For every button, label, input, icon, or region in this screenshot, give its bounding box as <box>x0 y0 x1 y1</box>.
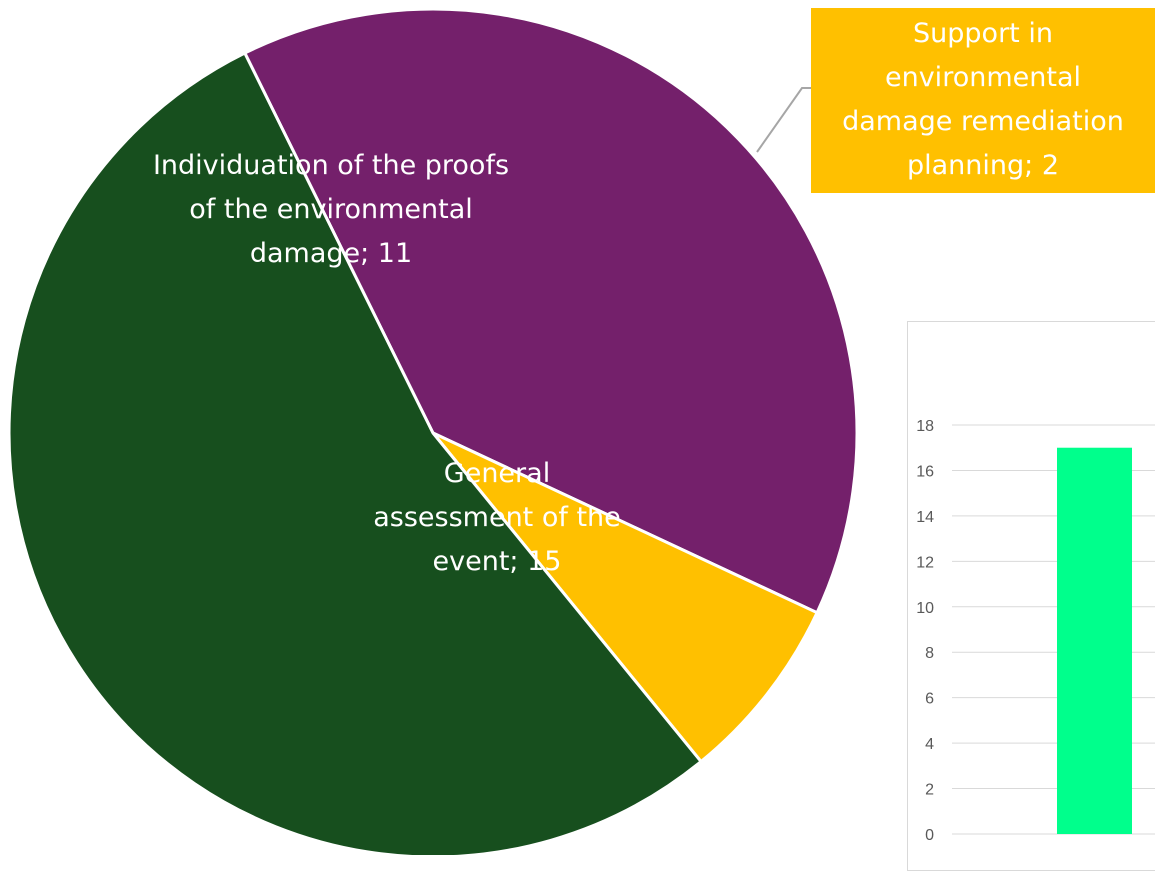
pie-label-support-callout: Support in environmental damage remediat… <box>811 8 1155 193</box>
callout-line: damage remediation <box>842 106 1124 137</box>
callout-leader-line <box>756 87 812 153</box>
y-tick-label: 16 <box>916 463 934 480</box>
callout-line: environmental <box>884 62 1081 93</box>
y-tick-label: 2 <box>925 782 934 799</box>
y-tick-label: 4 <box>925 736 934 753</box>
y-tick-label: 10 <box>916 600 934 617</box>
callout-line: planning; 2 <box>906 150 1060 181</box>
pie-slice-general-assessment <box>7 51 704 855</box>
pie-slice-individuation <box>242 7 859 615</box>
y-tick-label: 6 <box>925 691 934 708</box>
pie-slice-support <box>431 431 820 764</box>
y-tick-label: 0 <box>925 827 934 844</box>
y-tick-label: 12 <box>916 554 934 571</box>
callout-line: Support in <box>913 18 1053 49</box>
bar-chart: 0 2 4 6 8 10 12 14 16 18 <box>916 418 1155 844</box>
pie-label-general-assessment: General assessment of the event; 15 <box>373 458 621 577</box>
y-tick-label: 18 <box>916 418 934 435</box>
bar-chart-frame: 0 2 4 6 8 10 12 14 16 18 <box>907 321 1155 871</box>
y-tick-label: 14 <box>916 509 934 526</box>
y-tick-label: 8 <box>925 645 934 662</box>
bar <box>1057 447 1132 834</box>
pie-label-individuation: Individuation of the proofs of the envir… <box>152 150 510 269</box>
pie-chart <box>7 7 859 855</box>
